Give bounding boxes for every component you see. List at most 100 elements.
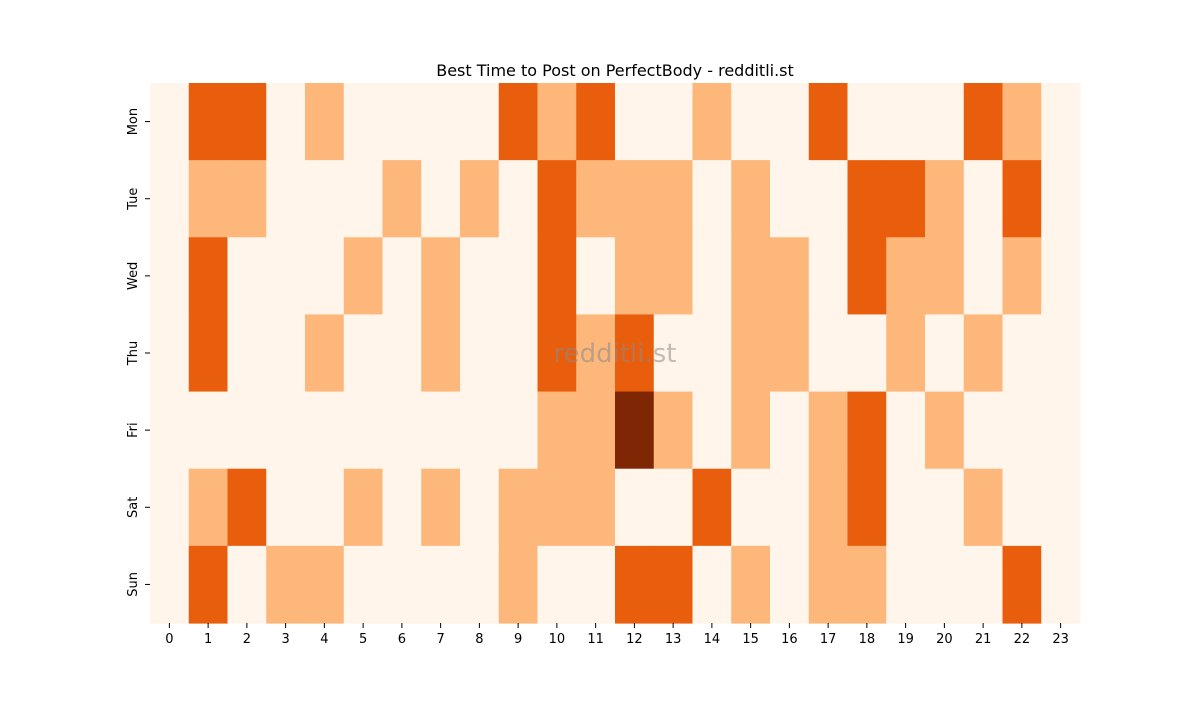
heatmap-cell-wed-16 (770, 237, 810, 316)
heatmap-cell-tue-6 (382, 160, 422, 238)
heatmap-cell-sun-1 (188, 545, 229, 624)
heatmap-cell-sat-23 (1041, 468, 1081, 547)
heatmap-cell-mon-5 (343, 83, 384, 161)
heatmap-cell-sat-3 (266, 468, 306, 547)
heatmap-cell-thu-11 (576, 314, 616, 393)
heatmap-cell-sat-14 (692, 468, 732, 547)
heatmap-cell-thu-22 (1002, 314, 1042, 393)
heatmap-cell-thu-16 (770, 314, 810, 393)
heatmap-cell-thu-20 (925, 314, 965, 393)
heatmap-cell-sat-18 (847, 468, 887, 547)
x-tick-label: 3 (281, 632, 289, 647)
x-tick-label: 22 (1014, 632, 1031, 647)
heatmap-cell-sun-22 (1002, 545, 1042, 624)
heatmap-cell-tue-11 (576, 160, 616, 238)
heatmap-cell-fri-5 (343, 391, 384, 470)
x-axis: 0 1 2 3 4 5 6 7 8 9 10 11 12 13 14 15 16 17 18 19 20 21 22 23 (165, 623, 1069, 647)
heatmap-cell-wed-22 (1002, 237, 1042, 316)
heatmap-cell-wed-23 (1041, 237, 1081, 316)
heatmap-cell-mon-14 (692, 83, 732, 161)
heatmap-cell-tue-16 (770, 160, 810, 238)
y-axis: Mon Tue Wed Thu Fri Sat Sun (126, 108, 150, 597)
heatmap-cell-fri-11 (576, 391, 616, 470)
heatmap-cell-tue-3 (266, 160, 306, 238)
heatmap-cell-mon-8 (460, 83, 500, 161)
heatmap-cell-sat-2 (227, 468, 267, 547)
heatmap-cell-wed-20 (925, 237, 965, 316)
heatmap-cell-sun-19 (886, 545, 926, 624)
heatmap-cell-fri-10 (537, 391, 577, 470)
heatmap-cell-fri-23 (1041, 391, 1081, 470)
heatmap-cell-sat-19 (886, 468, 926, 547)
heatmap-cell-thu-17 (808, 314, 849, 393)
heatmap-cell-sat-6 (382, 468, 422, 547)
heatmap-cell-tue-14 (692, 160, 732, 238)
x-tick-label: 18 (859, 632, 876, 647)
heatmap-cell-sun-4 (305, 545, 345, 624)
x-tick-label: 7 (436, 632, 444, 647)
heatmap-cell-fri-6 (382, 391, 422, 470)
x-tick-label: 1 (204, 632, 212, 647)
heatmap-cell-mon-11 (576, 83, 616, 161)
heatmap-cell-thu-15 (731, 314, 771, 393)
heatmap-cell-sat-16 (770, 468, 810, 547)
heatmap-cell-sun-21 (963, 545, 1004, 624)
heatmap-cell-wed-8 (460, 237, 500, 316)
heatmap-cell-sat-9 (498, 468, 539, 547)
heatmap-cell-sat-4 (305, 468, 345, 547)
heatmap-cell-thu-6 (382, 314, 422, 393)
heatmap-cell-fri-22 (1002, 391, 1042, 470)
heatmap-cell-mon-10 (537, 83, 577, 161)
heatmap-cell-sat-20 (925, 468, 965, 547)
x-tick-label: 4 (320, 632, 328, 647)
heatmap-cell-tue-20 (925, 160, 965, 238)
heatmap-cell-thu-3 (266, 314, 306, 393)
y-tick-label: Sat (126, 497, 141, 518)
heatmap-cell-sat-10 (537, 468, 577, 547)
heatmap-cell-wed-7 (421, 237, 461, 316)
heatmap-cell-tue-8 (460, 160, 500, 238)
heatmap-cell-wed-11 (576, 237, 616, 316)
heatmap-cell-fri-3 (266, 391, 306, 470)
heatmap-cell-tue-7 (421, 160, 461, 238)
heatmap-cell-wed-5 (343, 237, 384, 316)
heatmap-cell-sun-0 (150, 545, 190, 624)
heatmap-cell-sun-5 (343, 545, 384, 624)
heatmap-cell-thu-8 (460, 314, 500, 393)
heatmap-cell-wed-1 (188, 237, 229, 316)
heatmap-cell-sun-9 (498, 545, 539, 624)
heatmap-cell-fri-13 (653, 391, 694, 470)
x-tick-label: 19 (897, 632, 914, 647)
heatmap-cell-sun-3 (266, 545, 306, 624)
x-tick-label: 16 (781, 632, 798, 647)
y-tick-label: Mon (126, 108, 141, 135)
heatmap-cell-mon-12 (615, 83, 655, 161)
heatmap-cell-sat-13 (653, 468, 694, 547)
heatmap-cell-thu-5 (343, 314, 384, 393)
heatmap-cell-mon-21 (963, 83, 1004, 161)
heatmap-cell-sun-6 (382, 545, 422, 624)
heatmap-cell-sat-1 (188, 468, 229, 547)
heatmap-cell-mon-4 (305, 83, 345, 161)
heatmap-cell-mon-2 (227, 83, 267, 161)
x-tick-label: 15 (742, 632, 759, 647)
x-tick-label: 0 (165, 632, 173, 647)
heatmap-cell-fri-16 (770, 391, 810, 470)
heatmap-cell-fri-15 (731, 391, 771, 470)
heatmap-cell-sun-10 (537, 545, 577, 624)
heatmap-cell-fri-7 (421, 391, 461, 470)
x-tick-label: 14 (704, 632, 721, 647)
heatmap-cell-wed-6 (382, 237, 422, 316)
heatmap-cell-tue-0 (150, 160, 190, 238)
heatmap-cell-fri-8 (460, 391, 500, 470)
heatmap-cell-thu-0 (150, 314, 190, 393)
heatmap-cell-mon-19 (886, 83, 926, 161)
heatmap-cell-sat-0 (150, 468, 190, 547)
heatmap-cell-fri-0 (150, 391, 190, 470)
y-tick-label: Wed (126, 262, 141, 290)
heatmap-cell-mon-6 (382, 83, 422, 161)
heatmap-cell-wed-10 (537, 237, 577, 316)
heatmap-cell-wed-9 (498, 237, 539, 316)
